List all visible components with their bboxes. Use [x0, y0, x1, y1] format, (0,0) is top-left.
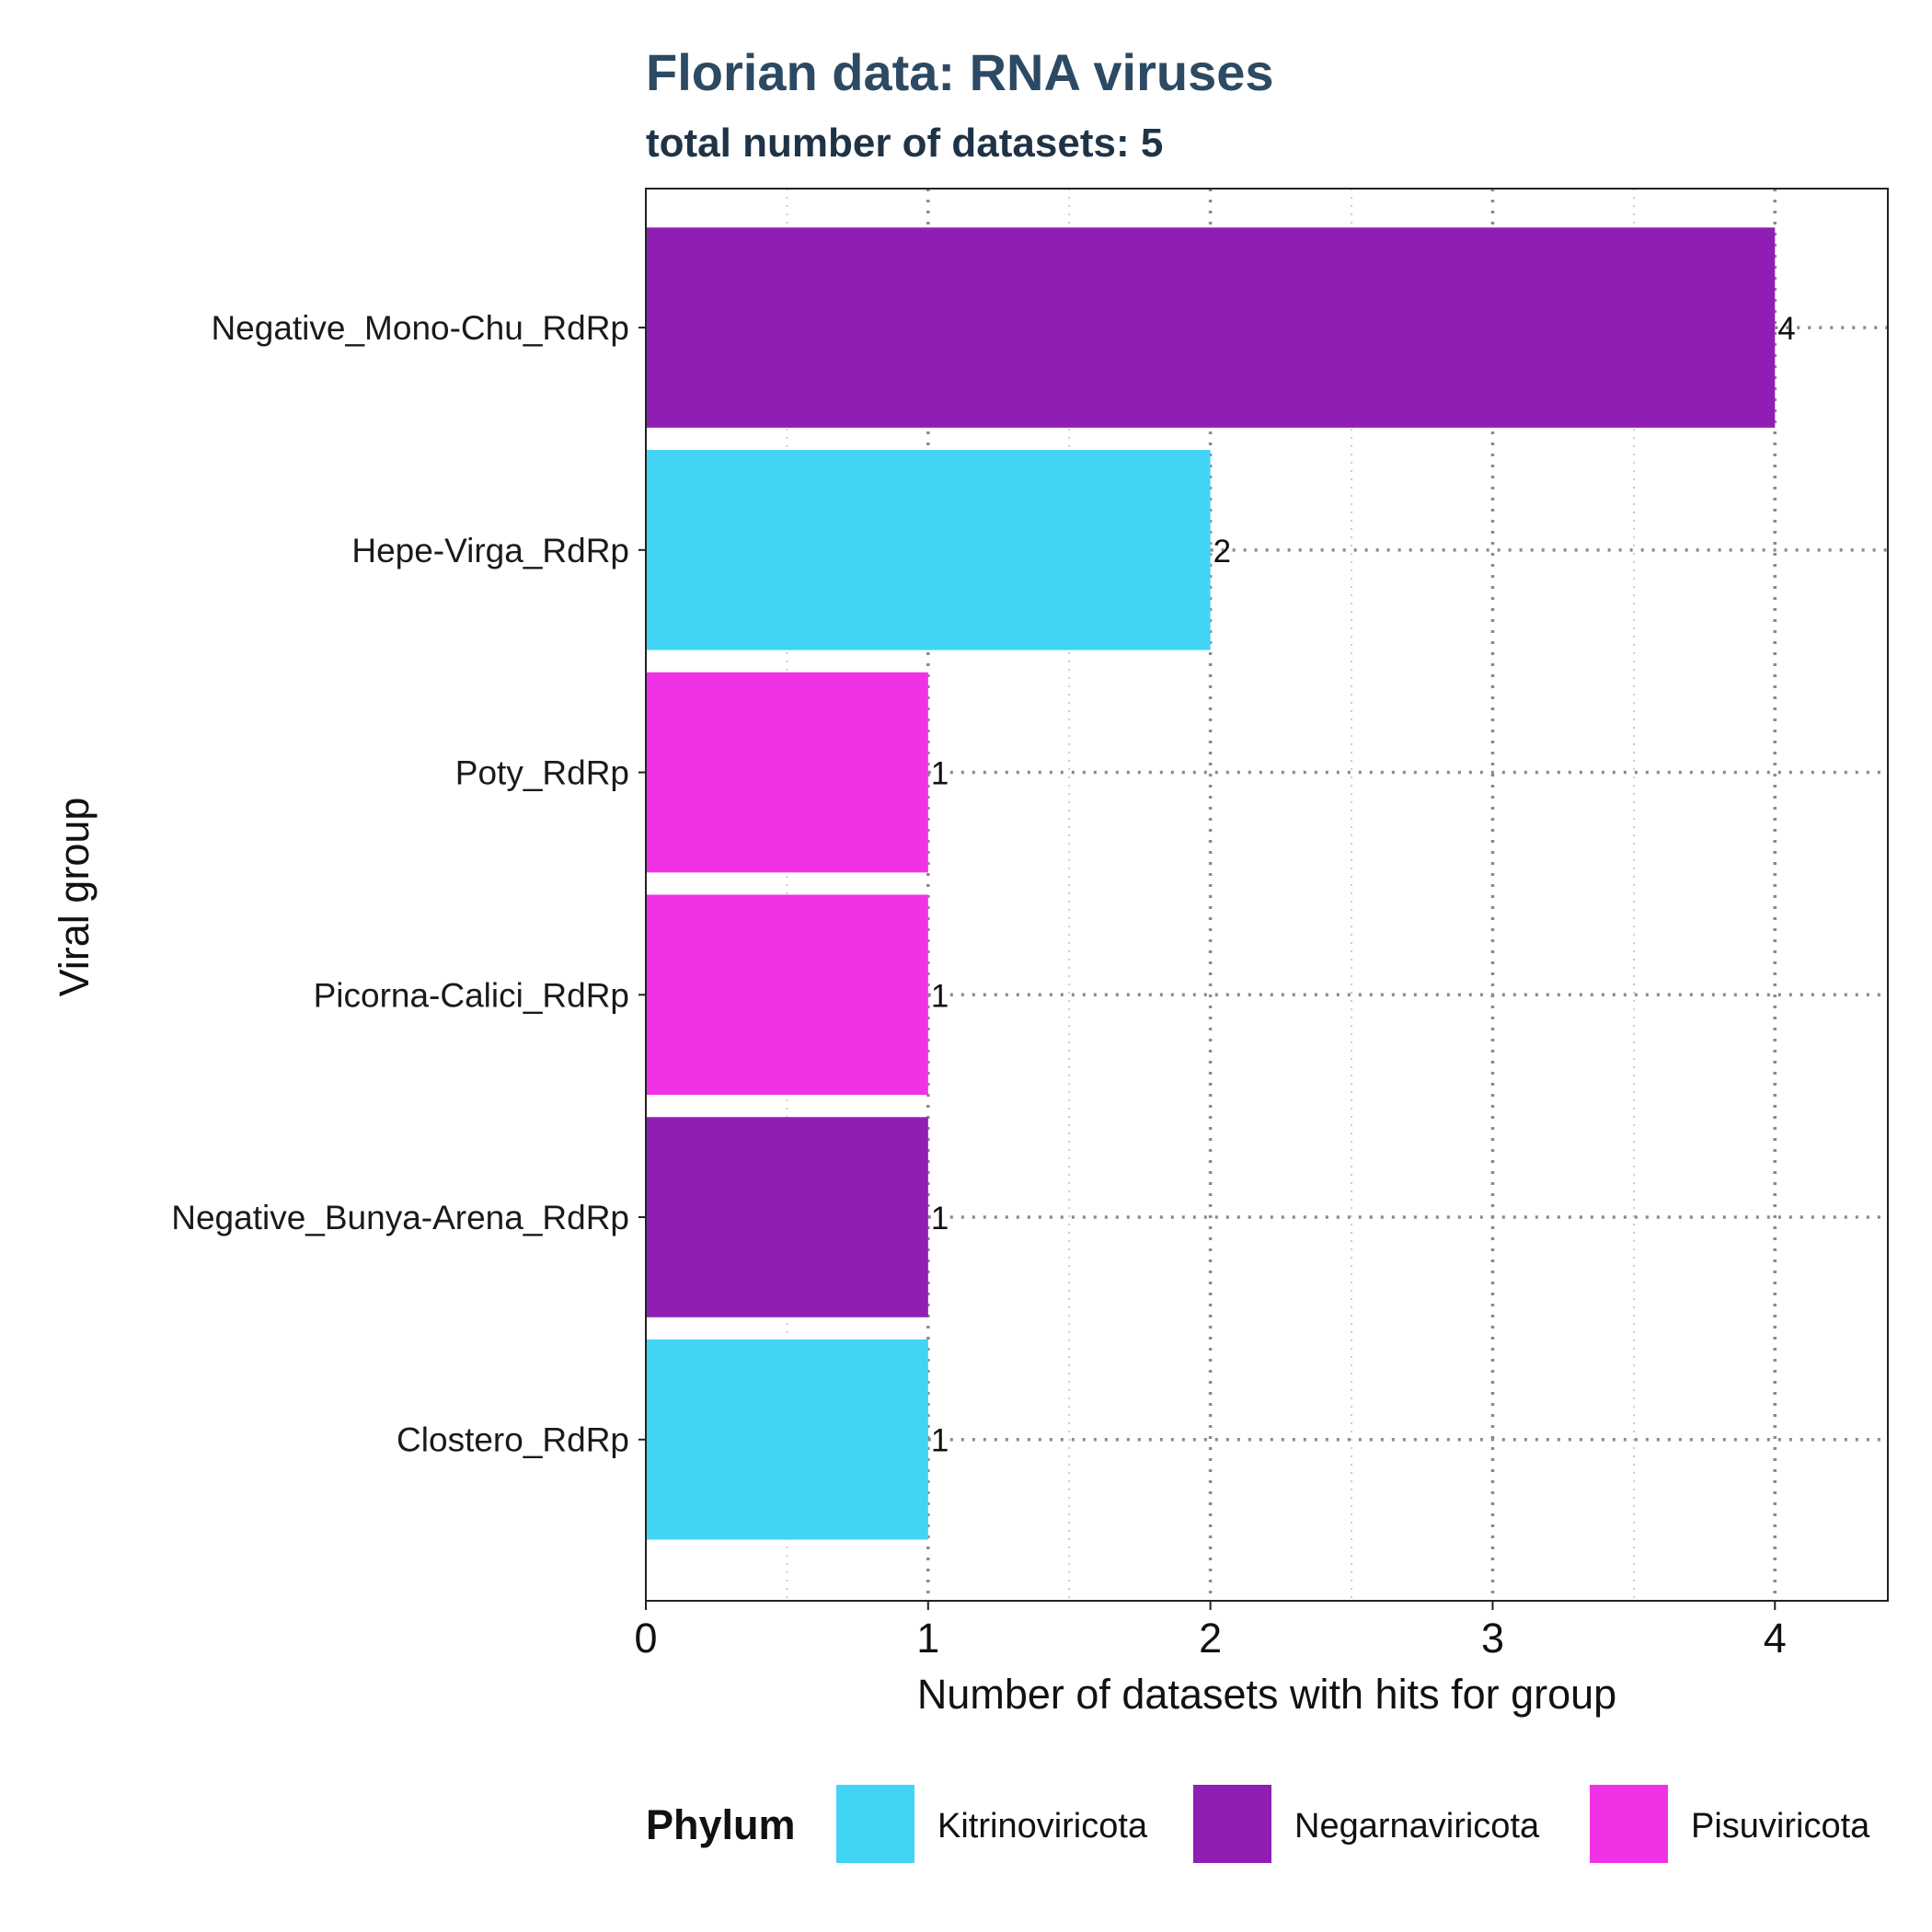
legend-key — [836, 1785, 914, 1863]
legend-label: Pisuviricota — [1691, 1807, 1870, 1846]
y-tick-label: Poty_RdRp — [455, 754, 629, 792]
x-tick-label: 3 — [1481, 1615, 1504, 1662]
y-tick-label: Clostero_RdRp — [397, 1421, 629, 1459]
legend-label: Negarnaviricota — [1294, 1807, 1540, 1846]
value-label: 1 — [931, 1423, 949, 1459]
value-labels: 4 2 1 1 1 1 — [931, 311, 1796, 1459]
legend-title: Phylum — [646, 1801, 796, 1848]
x-tick-label: 2 — [1199, 1615, 1222, 1662]
bar — [646, 450, 1211, 650]
x-tick-label: 4 — [1764, 1615, 1787, 1662]
bar — [646, 894, 928, 1096]
y-tick-label: Picorna-Calici_RdRp — [314, 976, 629, 1014]
bars — [646, 227, 1776, 1540]
x-tick-label: 1 — [916, 1615, 939, 1662]
x-axis: 0 1 2 3 4 — [634, 1601, 1787, 1662]
bar — [646, 1117, 928, 1317]
legend: Kitrinoviricota Negarnaviricota Pisuvirico… — [836, 1785, 1870, 1863]
value-label: 2 — [1213, 534, 1231, 569]
y-axis-title: Viral group — [51, 798, 98, 997]
x-tick-label: 0 — [634, 1615, 657, 1662]
legend-key — [1590, 1785, 1668, 1863]
bar — [646, 227, 1776, 428]
plot-panel-border — [645, 188, 1889, 1602]
bar — [646, 672, 928, 873]
bar — [646, 1339, 928, 1540]
y-tick-label: Negative_Bunya-Arena_RdRp — [171, 1199, 629, 1236]
x-axis-title: Number of datasets with hits for group — [917, 1671, 1616, 1718]
legend-key — [1193, 1785, 1271, 1863]
reference-lines — [927, 326, 1888, 1442]
legend-label: Kitrinoviricota — [937, 1807, 1148, 1846]
chart-title: Florian data: RNA viruses — [646, 43, 1274, 101]
value-label: 4 — [1777, 311, 1795, 347]
y-tick-label: Negative_Mono-Chu_RdRp — [211, 309, 629, 347]
y-axis: Negative_Mono-Chu_RdRp Hepe-Virga_RdRp Pot… — [171, 309, 646, 1459]
value-label: 1 — [931, 1201, 949, 1236]
value-label: 1 — [931, 756, 949, 792]
chart-subtitle: total number of datasets: 5 — [646, 121, 1163, 166]
value-label: 1 — [931, 978, 949, 1014]
y-tick-label: Hepe-Virga_RdRp — [351, 532, 629, 569]
